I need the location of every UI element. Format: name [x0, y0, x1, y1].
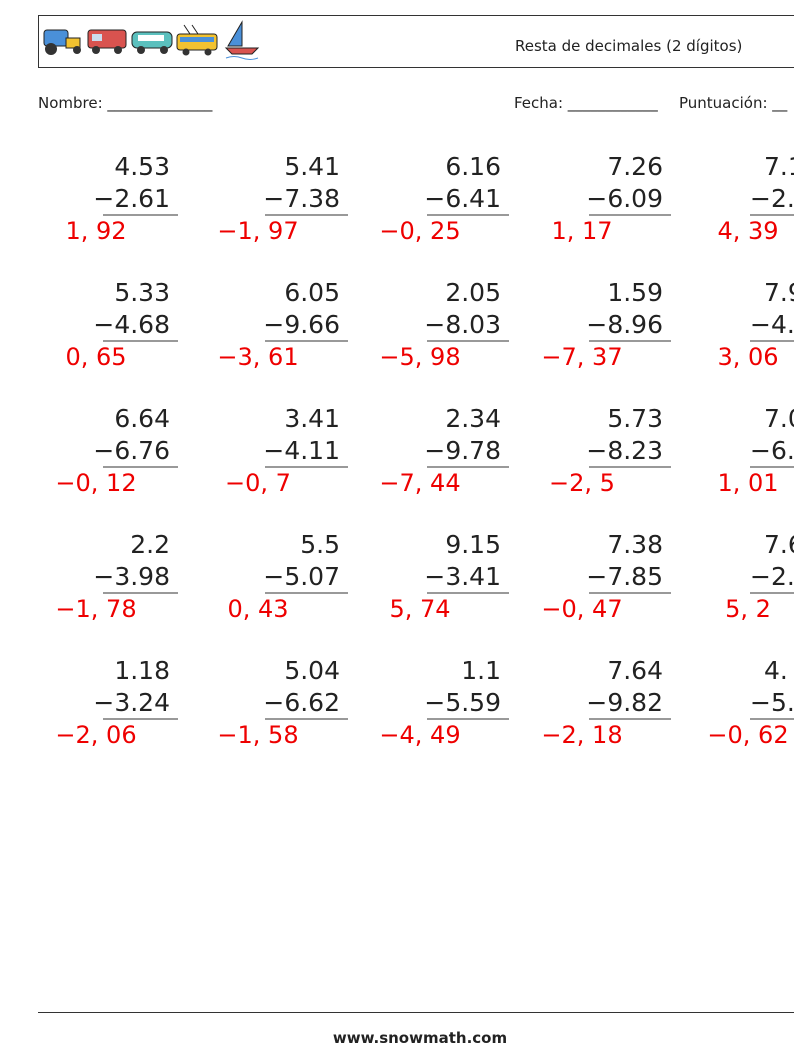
subtrahend: −2.61 [93, 184, 170, 213]
answer: 0, 43 [227, 595, 288, 623]
minuend: 1.59 [607, 278, 663, 307]
minuend: 1.18 [114, 656, 170, 685]
subtrahend: −5. [750, 688, 794, 717]
answer: −5, 98 [379, 343, 460, 371]
subtrahend: −3.98 [93, 562, 170, 591]
subtrahend: −3.24 [93, 688, 170, 717]
answer: 5, 74 [389, 595, 450, 623]
minuend: 2.34 [445, 404, 501, 433]
answer: −0, 7 [225, 469, 291, 497]
minuend: 1.1 [461, 656, 501, 685]
answer: 3, 06 [717, 343, 778, 371]
subtrahend: −6.41 [424, 184, 501, 213]
subtrahend: −5.59 [424, 688, 501, 717]
date-field: Fecha: ____________ [514, 94, 658, 113]
answer: 0, 65 [65, 343, 126, 371]
minuend: 7.64 [607, 656, 663, 685]
subtrahend: −6.09 [586, 184, 663, 213]
minuend: 7.38 [607, 530, 663, 559]
score-field: Puntuación: __ [679, 94, 788, 113]
answer: 4, 39 [717, 217, 778, 245]
answer: 1, 01 [717, 469, 778, 497]
answer: −2, 18 [541, 721, 622, 749]
answer: −0, 62 [707, 721, 788, 749]
minuend: 2.05 [445, 278, 501, 307]
minuend: 6.64 [114, 404, 170, 433]
worksheet-title: Resta de decimales (2 dígitos) [515, 37, 742, 55]
minuend: 9.15 [445, 530, 501, 559]
subtrahend: −7.38 [263, 184, 340, 213]
minuend: 7.0 [764, 404, 794, 433]
answer: 5, 2 [725, 595, 771, 623]
minuend: 5.73 [607, 404, 663, 433]
answer: 1, 92 [65, 217, 126, 245]
minuend: 2.2 [130, 530, 170, 559]
minuend: 7.26 [607, 152, 663, 181]
subtrahend: −5.07 [263, 562, 340, 591]
subtrahend: −9.78 [424, 436, 501, 465]
subtrahend: −8.23 [586, 436, 663, 465]
subtrahend: −2.7 [750, 184, 794, 213]
minuend: 5.5 [300, 530, 340, 559]
subtrahend: −4.9 [750, 310, 794, 339]
answer: −0, 12 [55, 469, 136, 497]
subtrahend: −6.0 [750, 436, 794, 465]
subtrahend: −4.68 [93, 310, 170, 339]
footer-site: www.snowmath.com [333, 1029, 507, 1047]
answer: −1, 97 [217, 217, 298, 245]
answer: −1, 58 [217, 721, 298, 749]
minuend: 3.41 [284, 404, 340, 433]
answer: −2, 06 [55, 721, 136, 749]
answer: −2, 5 [549, 469, 615, 497]
subtrahend: −9.82 [586, 688, 663, 717]
subtrahend: −4.11 [263, 436, 340, 465]
minuend: 6.05 [284, 278, 340, 307]
subtrahend: −3.41 [424, 562, 501, 591]
answer: −0, 47 [541, 595, 622, 623]
subtrahend: −6.62 [263, 688, 340, 717]
answer: −0, 25 [379, 217, 460, 245]
minuend: 5.41 [284, 152, 340, 181]
answer: −3, 61 [217, 343, 298, 371]
name-field: Nombre: ______________ [38, 94, 213, 113]
subtrahend: −6.76 [93, 436, 170, 465]
subtrahend: −2.4 [750, 562, 794, 591]
minuend: 4.53 [114, 152, 170, 181]
minuend: 4. [764, 656, 788, 685]
subtrahend: −9.66 [263, 310, 340, 339]
minuend: 5.04 [284, 656, 340, 685]
minuend: 7.6 [764, 530, 794, 559]
answer: −7, 37 [541, 343, 622, 371]
header-icons [43, 20, 260, 60]
answer: −4, 49 [379, 721, 460, 749]
subtrahend: −8.96 [586, 310, 663, 339]
answer: −1, 78 [55, 595, 136, 623]
subtrahend: −7.85 [586, 562, 663, 591]
minuend: 7.1 [764, 152, 794, 181]
subtrahend: −8.03 [424, 310, 501, 339]
header-box [38, 15, 794, 68]
minuend: 6.16 [445, 152, 501, 181]
answer: 1, 17 [551, 217, 612, 245]
answer: −7, 44 [379, 469, 460, 497]
minuend: 5.33 [114, 278, 170, 307]
problems: 4.53 −2.61 1, 92 5.41 −7.38 −1, 97 6.16 −6.41 −0… [55, 152, 794, 749]
minuend: 7.9 [764, 278, 794, 307]
